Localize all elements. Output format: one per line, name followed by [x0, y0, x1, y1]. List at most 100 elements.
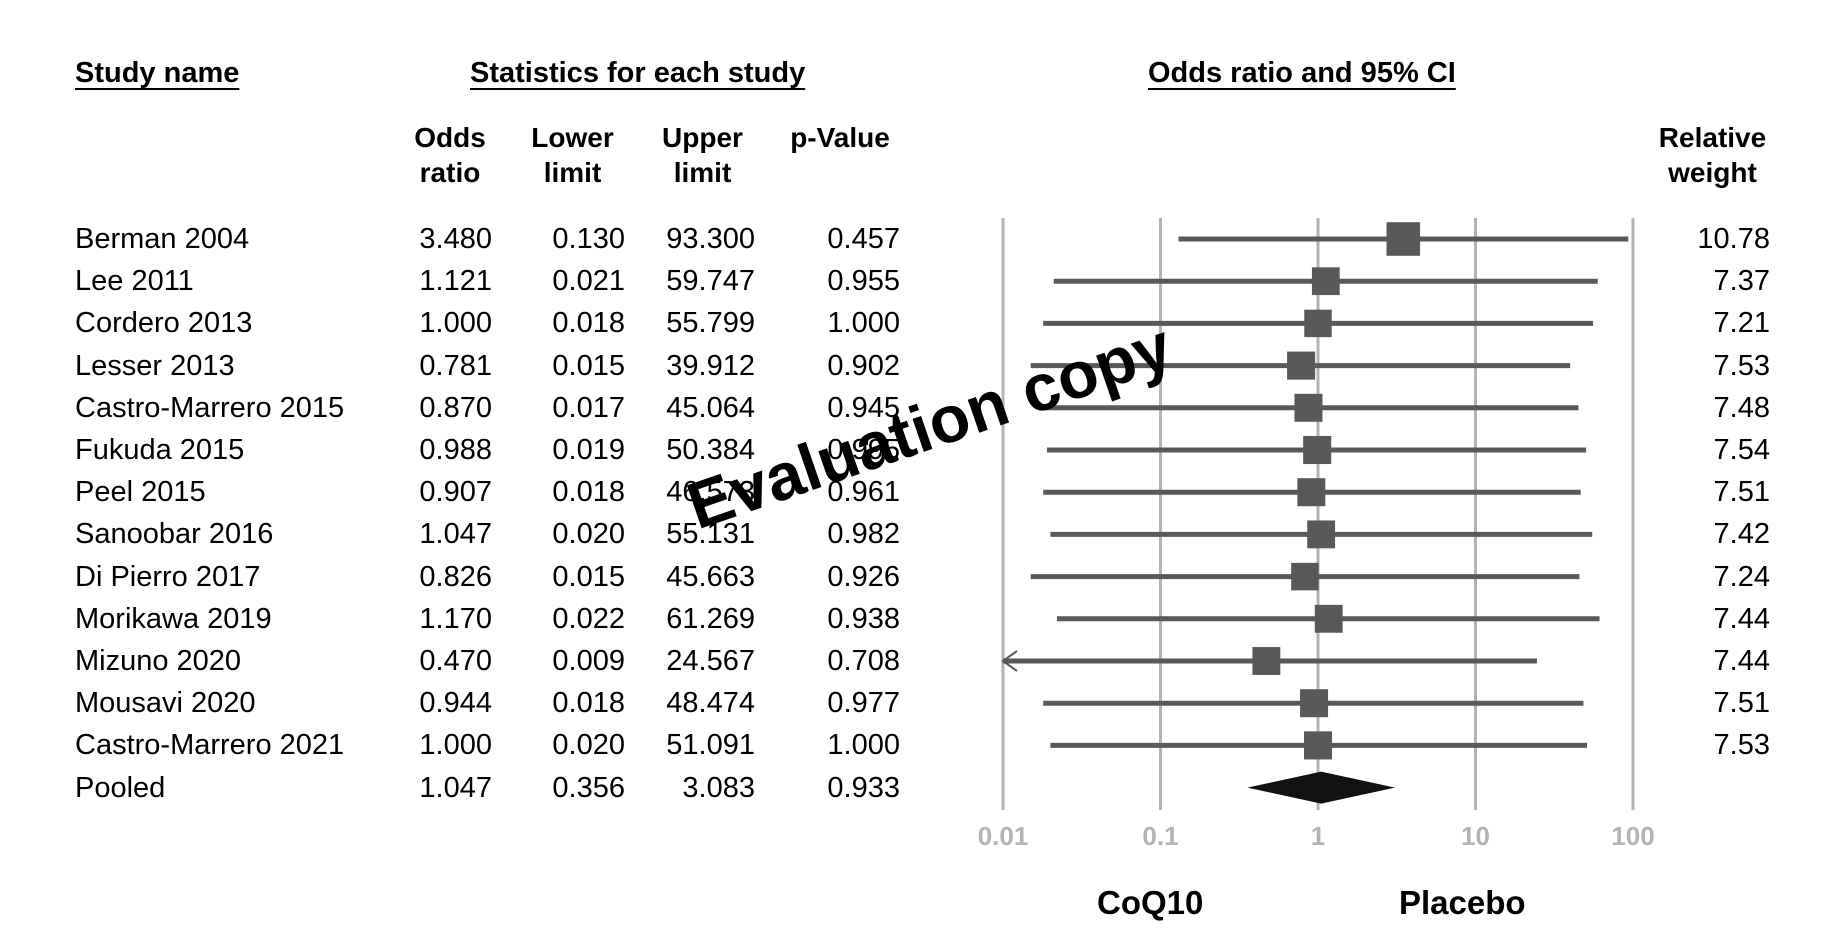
pooled-diamond — [1247, 771, 1396, 804]
table-row: Di Pierro 2017 0.826 0.015 45.663 0.926 — [0, 556, 940, 598]
upper-limit-cell: 55.799 — [666, 307, 755, 340]
p-value-cell: 0.995 — [827, 434, 900, 466]
odds-ratio-cell: 1.047 — [419, 518, 492, 551]
study-name-cell: Mousavi 2020 — [75, 687, 256, 720]
upper-limit-cell: 45.064 — [666, 391, 755, 424]
relative-weight-cell: 7.37 — [1713, 265, 1770, 298]
lower-limit-cell: 0.015 — [552, 349, 625, 382]
odds-ratio-cell: 1.121 — [419, 265, 492, 298]
upper-limit-cell: 45.663 — [666, 560, 755, 593]
study-name-cell: Cordero 2013 — [75, 307, 253, 340]
relative-weight-cell: 7.54 — [1713, 434, 1770, 466]
lower-limit-cell: 0.019 — [552, 434, 625, 466]
relative-weight-cell: 7.24 — [1713, 560, 1770, 593]
lower-limit-header: Lower limit — [531, 122, 614, 188]
point-estimate — [1291, 562, 1319, 591]
relative-weight-cell: 7.44 — [1713, 602, 1770, 635]
p-value-cell: 0.933 — [827, 771, 900, 804]
lower-limit-cell: 0.130 — [552, 223, 625, 255]
table-row: Sanoobar 2016 1.047 0.020 55.131 0.982 — [0, 513, 940, 555]
study-name-header: Study name — [75, 57, 240, 89]
p-value-cell: 0.982 — [827, 518, 900, 551]
point-estimate — [1300, 689, 1329, 718]
table-row: Mizuno 2020 0.470 0.009 24.567 0.708 — [0, 640, 940, 682]
relative-weight-cell: 7.48 — [1713, 391, 1770, 424]
p-value-cell: 1.000 — [827, 307, 900, 340]
study-name-cell: Pooled — [75, 771, 166, 804]
study-name-cell: Morikawa 2019 — [75, 602, 272, 635]
table-row: Cordero 2013 1.000 0.018 55.799 1.000 — [0, 302, 940, 344]
lower-limit-cell: 0.018 — [552, 307, 625, 340]
odds-ratio-cell: 0.826 — [419, 560, 492, 593]
lower-limit-cell: 0.015 — [552, 560, 625, 593]
p-value-cell: 0.955 — [827, 265, 900, 298]
upper-limit-cell: 51.091 — [666, 729, 755, 762]
study-name-cell: Sanoobar 2016 — [75, 518, 274, 551]
odds-ratio-cell: 1.000 — [419, 307, 492, 340]
relative-weight-cell: 7.53 — [1713, 349, 1770, 382]
point-estimate — [1287, 351, 1316, 380]
x-tick-label: 0.01 — [978, 821, 1029, 851]
p-value-cell: 0.977 — [827, 687, 900, 720]
upper-limit-cell: 24.567 — [666, 645, 755, 677]
p-value-cell: 0.457 — [827, 223, 900, 255]
point-estimate — [1304, 309, 1332, 338]
upper-limit-cell: 46.573 — [666, 476, 755, 509]
relative-weight-cell: 10.78 — [1697, 223, 1770, 255]
p-value-cell: 0.961 — [827, 476, 900, 509]
relative-weight-cell: 7.42 — [1713, 518, 1770, 551]
point-estimate — [1386, 222, 1421, 256]
table-row: Morikawa 2019 1.170 0.022 61.269 0.938 — [0, 598, 940, 640]
upper-limit-cell: 48.474 — [666, 687, 755, 720]
lower-limit-cell: 0.020 — [552, 518, 625, 551]
lower-limit-cell: 0.021 — [552, 265, 625, 298]
point-estimate — [1311, 267, 1340, 296]
lower-limit-cell: 0.017 — [552, 391, 625, 424]
point-estimate — [1303, 731, 1333, 760]
study-name-cell: Fukuda 2015 — [75, 434, 245, 466]
odds-ratio-cell: 0.870 — [419, 391, 492, 424]
point-estimate — [1303, 435, 1332, 465]
odds-ratio-cell: 1.170 — [419, 602, 492, 635]
p-value-cell: 0.945 — [827, 391, 900, 424]
odds-ratio-cell: 1.000 — [419, 729, 492, 762]
relative-weight-cell: 7.44 — [1713, 645, 1770, 677]
odds-ratio-cell: 0.781 — [419, 349, 492, 382]
relative-weight-cell: 7.53 — [1713, 729, 1770, 762]
plot-header: Odds ratio and 95% CI — [1148, 57, 1456, 89]
point-estimate — [1294, 393, 1323, 422]
relative-weight-header: Relative weight — [1658, 122, 1767, 188]
study-name-cell: Berman 2004 — [75, 223, 250, 255]
upper-limit-cell: 93.300 — [666, 223, 755, 255]
odds-ratio-cell: 0.944 — [419, 687, 492, 720]
lower-limit-cell: 0.356 — [552, 771, 625, 804]
upper-limit-header: Upper limit — [662, 122, 743, 188]
relative-weight-cell: 7.51 — [1713, 687, 1770, 720]
pooled-row: Pooled 1.047 0.356 3.083 0.933 — [0, 767, 940, 809]
lower-limit-cell: 0.018 — [552, 476, 625, 509]
relative-weight-cell: 7.51 — [1713, 476, 1770, 509]
odds-ratio-header: Odds ratio — [414, 122, 486, 188]
point-estimate — [1297, 478, 1326, 507]
point-estimate — [1252, 647, 1281, 675]
p-value-header: p-Value — [790, 122, 890, 153]
study-name-cell: Castro-Marrero 2015 — [75, 391, 345, 424]
study-name-cell: Lesser 2013 — [75, 349, 235, 382]
x-tick-label: 1 — [1311, 821, 1325, 851]
weight-column: 10.78 7.37 7.21 7.53 7.48 7.54 7.51 7.42 7.24 7.4… — [1640, 0, 1770, 929]
point-estimate — [1307, 520, 1336, 549]
upper-limit-cell: 39.912 — [666, 349, 755, 382]
p-value-cell: 0.708 — [827, 645, 900, 677]
study-name-cell: Di Pierro 2017 — [75, 560, 261, 593]
study-table: Berman 2004 3.480 0.130 93.300 0.457 Lee 2011… — [0, 223, 940, 809]
table-row: Castro-Marrero 2021 1.000 0.020 51.091 1.000 — [0, 724, 940, 766]
odds-ratio-cell: 0.470 — [419, 645, 492, 677]
x-tick-label: 0.1 — [1142, 821, 1178, 851]
placebo-label: Placebo — [1399, 884, 1526, 921]
table-row: Lesser 2013 0.781 0.015 39.912 0.902 — [0, 345, 940, 387]
upper-limit-cell: 50.384 — [666, 434, 755, 466]
odds-ratio-cell: 3.480 — [419, 223, 492, 255]
lower-limit-cell: 0.018 — [552, 687, 625, 720]
odds-ratio-cell: 0.907 — [419, 476, 492, 509]
coq10-label: CoQ10 — [1097, 884, 1204, 921]
